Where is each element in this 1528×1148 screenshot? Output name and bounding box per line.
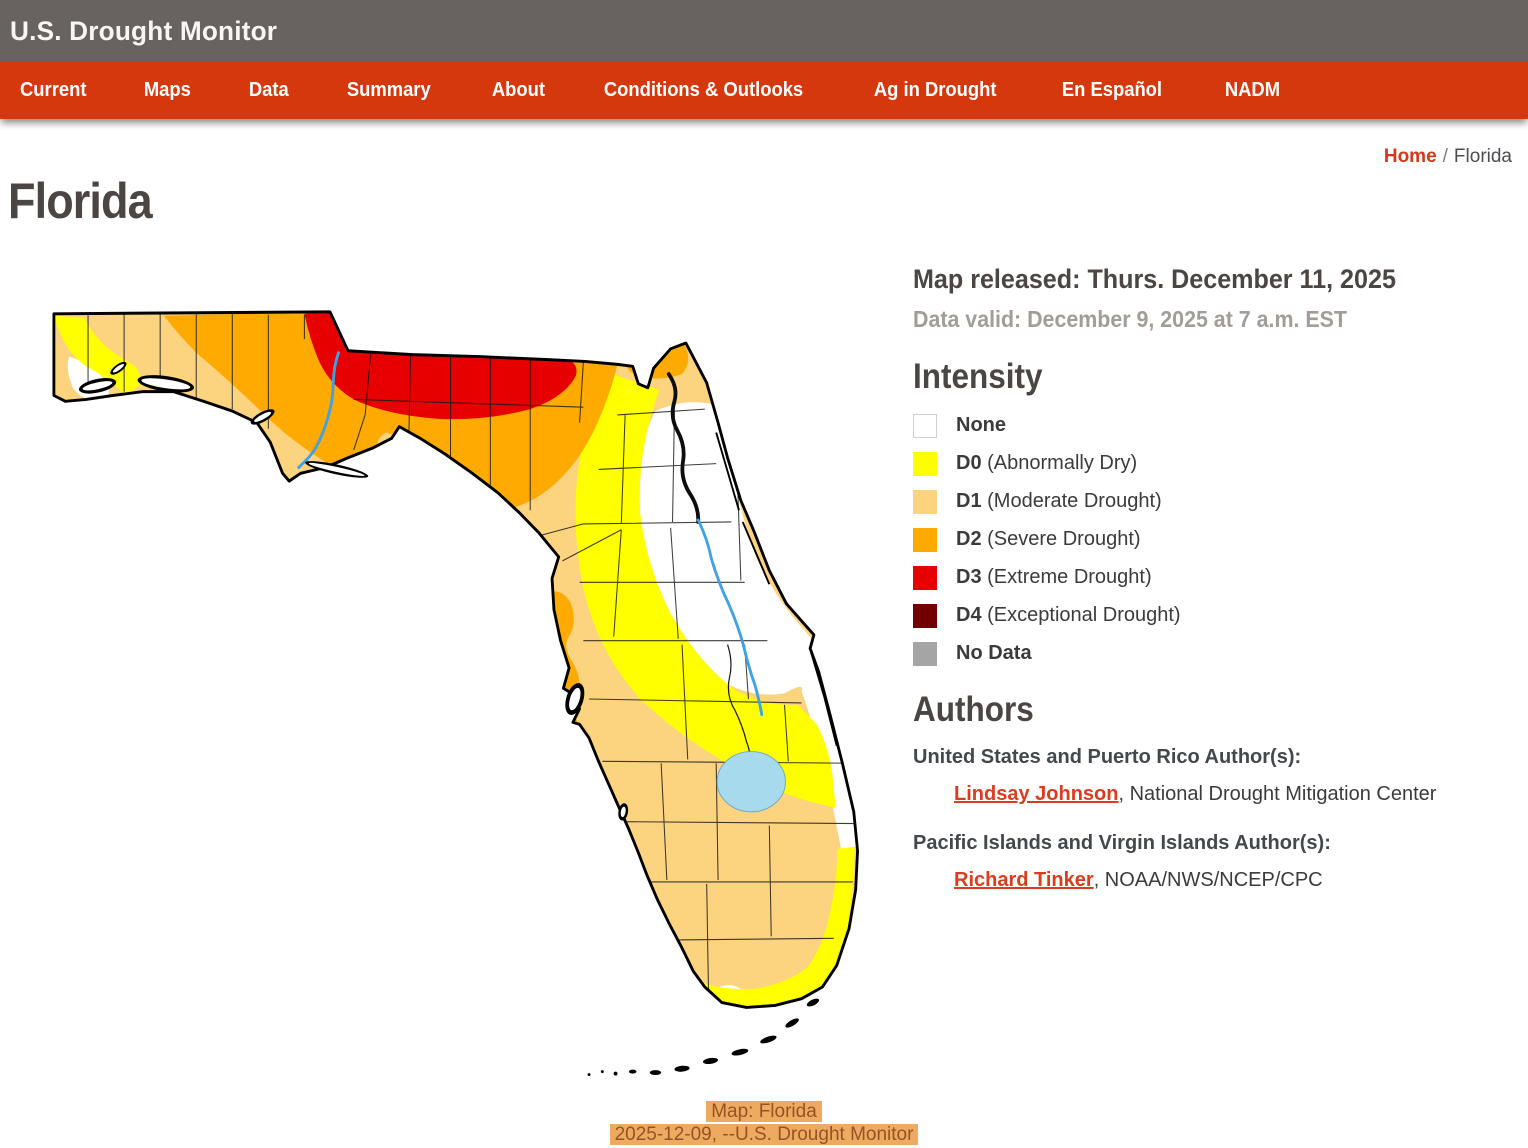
main-nav: Current Maps Data Summary About Conditio… [0,62,1528,119]
caption-line-2: 2025-12-09, --U.S. Drought Monitor [609,1124,919,1145]
author-link-richard-tinker[interactable]: Richard Tinker [954,869,1094,891]
nav-item-data[interactable]: Data [249,79,290,101]
nav-item-maps[interactable]: Maps [144,79,192,101]
nav-item-ag-in-drought[interactable]: Ag in Drought [874,79,997,101]
nav-item-conditions-outlooks[interactable]: Conditions & Outlooks [603,79,803,101]
map-caption: Map: Florida 2025-12-09, --U.S. Drought … [0,1100,1528,1146]
nav-item-summary[interactable]: Summary [346,79,431,101]
data-valid-date: Data valid: December 9, 2025 at 7 a.m. E… [913,306,1347,332]
map-info-panel: Map released: Thurs. December 11, 2025 D… [913,264,1523,892]
legend-swatch-d2 [913,527,937,552]
breadcrumb-separator: / [1442,146,1448,167]
site-title: U.S. Drought Monitor [10,16,278,46]
caption-line-1: Map: Florida [706,1101,822,1122]
nav-item-about[interactable]: About [491,79,545,101]
legend-row-d2: D2 (Severe Drought) [913,527,1523,552]
authors-us-pr: United States and Puerto Rico Author(s):… [913,746,1523,806]
florida-map-svg [52,310,859,1077]
breadcrumb: Home / Florida [1384,146,1512,168]
intensity-heading: Intensity [913,357,1043,396]
florida-keys [587,998,820,1077]
bay-inlets [78,361,629,821]
legend-row-d0: D0 (Abnormally Dry) [913,451,1523,476]
legend-row-none: None [913,413,1523,438]
legend-swatch-no-data [913,641,937,666]
legend-row-d3: D3 (Extreme Drought) [913,565,1523,590]
author-affiliation: , National Drought Mitigation Center [1118,783,1437,805]
author-group-title: United States and Puerto Rico Author(s): [913,746,1302,768]
nav-item-current[interactable]: Current [20,79,87,101]
florida-drought-map [52,306,868,1094]
legend-row-no-data: No Data [913,641,1523,666]
author-group-title: Pacific Islands and Virgin Islands Autho… [913,832,1331,854]
site-header: U.S. Drought Monitor [0,0,1528,62]
map-released-date: Map released: Thurs. December 11, 2025 [913,264,1396,294]
nav-item-nadm[interactable]: NADM [1224,79,1280,101]
breadcrumb-current: Florida [1453,146,1512,167]
author-link-lindsay-johnson[interactable]: Lindsay Johnson [954,783,1119,805]
legend-row-d1: D1 (Moderate Drought) [913,489,1523,514]
legend-swatch-d1 [913,489,937,514]
legend-swatch-d3 [913,565,937,590]
breadcrumb-home-link[interactable]: Home [1383,146,1437,167]
author-line: Lindsay Johnson, National Drought Mitiga… [913,783,1523,806]
legend-swatch-d0 [913,451,937,476]
authors-pacific-vi: Pacific Islands and Virgin Islands Autho… [913,832,1523,892]
intensity-legend: None D0 (Abnormally Dry) D1 (Moderate Dr… [913,413,1523,666]
authors-heading: Authors [913,690,1034,729]
page-title: Florida [8,172,153,229]
author-line: Richard Tinker, NOAA/NWS/NCEP/CPC [913,869,1523,892]
legend-row-d4: D4 (Exceptional Drought) [913,603,1523,628]
legend-swatch-d4 [913,603,937,628]
legend-swatch-none [913,413,937,438]
nav-item-en-espanol[interactable]: En Español [1061,79,1162,101]
author-affiliation: , NOAA/NWS/NCEP/CPC [1093,869,1323,891]
